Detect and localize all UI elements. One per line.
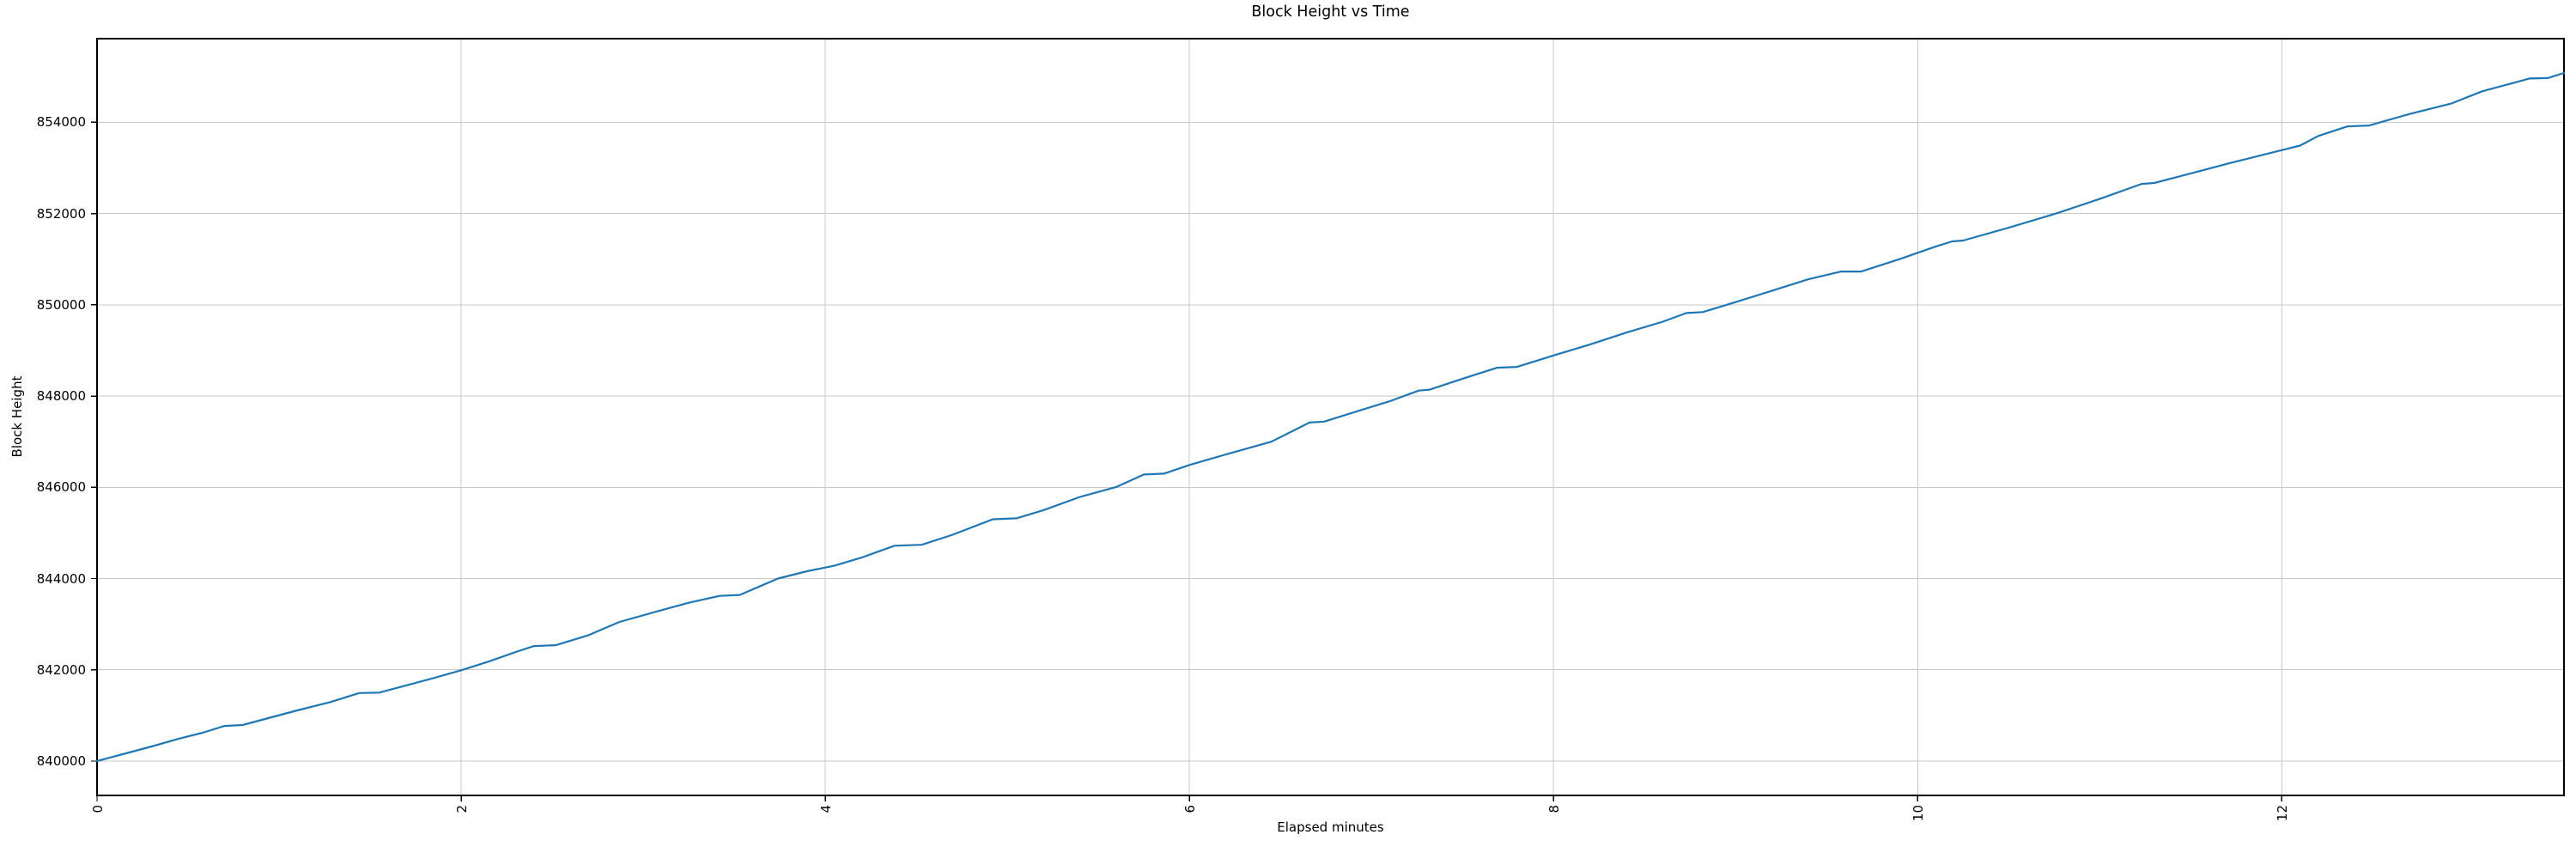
y-tick-label: 842000 — [36, 661, 86, 678]
plot-spines — [96, 38, 2565, 796]
x-tick-label: 8 — [1546, 805, 1563, 813]
y-tick-label: 844000 — [36, 570, 86, 587]
y-tick-label: 852000 — [36, 205, 86, 222]
y-tick-label: 848000 — [36, 388, 86, 405]
x-tick-label: 2 — [454, 805, 471, 813]
x-tick-label: 10 — [1911, 805, 1927, 822]
chart-title: Block Height vs Time — [1251, 3, 1410, 21]
x-axis-label: Elapsed minutes — [1277, 819, 1384, 835]
y-tick-label: 840000 — [36, 752, 86, 769]
y-tick-label: 854000 — [36, 114, 86, 131]
y-tick-label: 846000 — [36, 479, 86, 496]
x-tick-label: 12 — [2275, 805, 2291, 822]
x-tick-label: 0 — [90, 805, 106, 813]
y-tick-label: 850000 — [36, 296, 86, 313]
series-line-block-height — [95, 71, 2566, 763]
x-tick-label: 4 — [818, 805, 835, 813]
x-tick-label: 6 — [1182, 805, 1199, 813]
